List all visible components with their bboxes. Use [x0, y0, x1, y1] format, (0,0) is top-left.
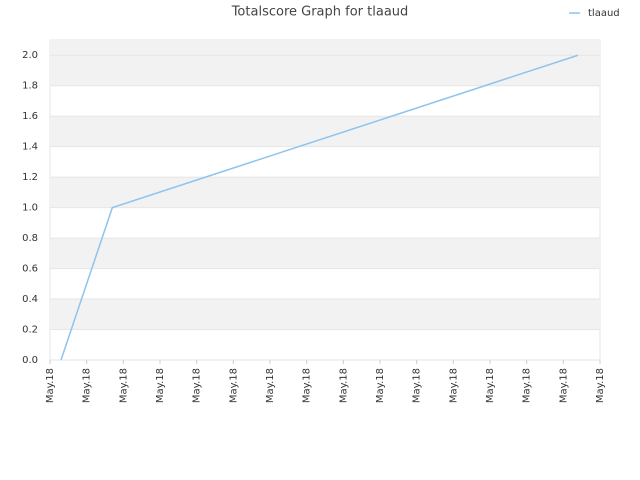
- x-tick-label: May.18: [375, 368, 386, 403]
- y-tick-label: 1.0: [22, 203, 38, 214]
- x-tick-label: May.18: [412, 368, 423, 403]
- y-tick-label: 0.8: [22, 233, 38, 244]
- y-tick-label: 1.2: [22, 172, 38, 183]
- y-tick-label: 0.2: [22, 325, 38, 336]
- data-line: [60, 54, 579, 361]
- grid-band: [50, 177, 600, 208]
- grid-band: [50, 116, 600, 147]
- y-tick-label: 0.4: [22, 294, 38, 305]
- y-tick-label: 0.0: [22, 355, 38, 366]
- x-tick-label: May.18: [82, 368, 93, 403]
- grid-band: [50, 55, 600, 86]
- grid-band: [50, 299, 600, 330]
- x-tick-label: May.18: [228, 368, 239, 403]
- x-tick-label: May.18: [192, 368, 203, 403]
- x-tick-label: May.18: [485, 368, 496, 403]
- x-tick-label: May.18: [45, 368, 56, 403]
- y-tick-label: 1.4: [22, 142, 38, 153]
- x-tick-label: May.18: [265, 368, 276, 403]
- x-tick-label: May.18: [522, 368, 533, 403]
- x-tick-label: May.18: [338, 368, 349, 403]
- y-tick-label: 2.0: [22, 50, 38, 61]
- y-tick-label: 0.6: [22, 264, 38, 275]
- grid-band: [50, 238, 600, 269]
- x-tick-label: May.18: [558, 368, 569, 403]
- legend-label: tlaaud: [588, 8, 620, 19]
- x-tick-label: May.18: [118, 368, 129, 403]
- x-tick-label: May.18: [595, 368, 606, 403]
- chart-title: Totalscore Graph for tlaaud: [231, 5, 409, 20]
- x-tick-label: May.18: [302, 368, 313, 403]
- y-tick-label: 1.6: [22, 111, 38, 122]
- grid-band: [50, 40, 600, 56]
- x-tick-label: May.18: [155, 368, 166, 403]
- x-tick-label: May.18: [448, 368, 459, 403]
- y-tick-label: 1.8: [22, 81, 38, 92]
